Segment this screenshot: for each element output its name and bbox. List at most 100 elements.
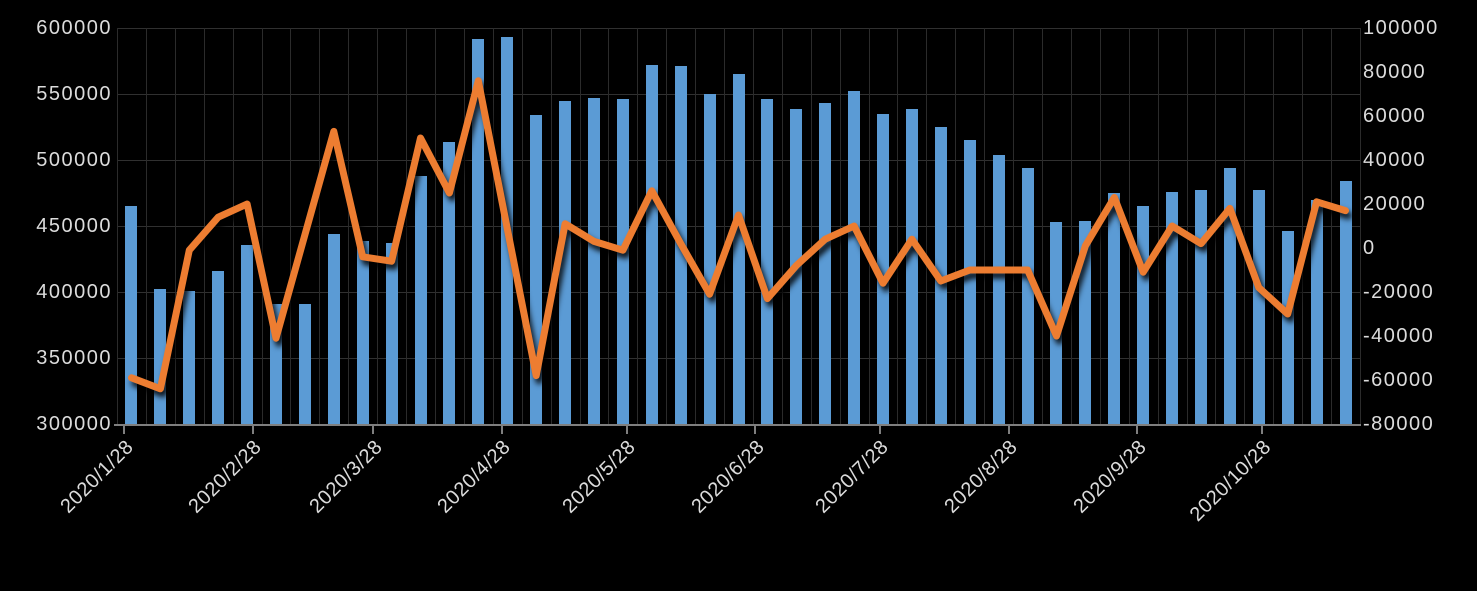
y-axis-label-left: 450000 [36,215,112,237]
bar [616,99,629,424]
v-gridline [1302,28,1304,424]
bar [848,91,861,424]
v-gridline [406,28,408,424]
bar [1079,220,1092,424]
bar [877,113,890,424]
bar [587,98,600,424]
y-axis-label-right: -80000 [1363,413,1435,435]
h-gridline [117,28,1360,29]
bar [241,244,254,424]
x-axis-tick [1261,424,1263,434]
bar [761,99,774,424]
v-gridline [752,28,754,424]
v-gridline [1186,28,1188,424]
x-axis-tick [878,424,881,434]
bar [1166,191,1179,424]
v-gridline [1157,28,1159,424]
v-gridline [1042,28,1044,424]
bar [1223,167,1236,424]
bar [356,240,369,424]
v-gridline [521,28,523,424]
v-gridline [319,28,321,424]
v-gridline [695,28,697,424]
v-gridline [810,28,812,424]
plot-area [117,28,1361,425]
bar [1281,231,1294,424]
v-gridline [897,28,899,424]
bar [125,206,138,424]
bar [732,74,745,424]
v-gridline [348,28,350,424]
x-axis-label: 2020/1/28 [55,436,138,518]
v-gridline [492,28,494,424]
y-axis-label-right: 100000 [1363,17,1439,39]
x-axis-label: 2020/10/28 [1185,436,1276,526]
y-axis-label-right: 60000 [1363,105,1427,127]
y-axis-label-right: -60000 [1363,369,1435,391]
v-gridline [290,28,292,424]
bar [298,303,311,424]
v-gridline [434,28,436,424]
x-axis-tick [500,424,503,434]
bar [472,38,485,424]
bar [703,94,716,424]
x-axis-label: 2020/4/28 [433,436,516,518]
x-axis-tick [1136,424,1139,434]
v-gridline [724,28,726,424]
v-gridline [1070,28,1072,424]
bar [443,141,456,424]
bar [559,100,572,424]
bar [1050,222,1063,424]
v-gridline [261,28,263,424]
y-axis-label-right: -40000 [1363,325,1435,347]
v-gridline [926,28,928,424]
x-axis-tick [754,424,757,434]
v-gridline [608,28,610,424]
v-gridline [1013,28,1015,424]
y-axis-label-right: 20000 [1363,193,1427,215]
bar [183,290,196,424]
v-gridline [145,28,147,424]
bar [645,65,658,424]
v-gridline [203,28,205,424]
v-gridline [984,28,986,424]
v-gridline [839,28,841,424]
y-axis-label-right: 0 [1363,237,1376,259]
v-gridline [1128,28,1130,424]
bar [385,243,398,424]
y-axis-label-left: 400000 [36,281,112,303]
y-axis-label-right: 40000 [1363,149,1427,171]
v-gridline [579,28,581,424]
x-axis-label: 2020/5/28 [558,436,641,518]
y-axis-label-left: 500000 [36,149,112,171]
v-gridline [117,28,118,424]
bar [1310,199,1323,424]
bar [1108,193,1121,424]
x-axis-label: 2020/3/28 [305,436,387,518]
v-gridline [1331,28,1333,424]
v-gridline [1360,28,1361,424]
v-gridline [781,28,783,424]
y-axis-label-left: 350000 [36,347,112,369]
v-gridline [1273,28,1275,424]
v-gridline [1244,28,1246,424]
y-axis-label-right: -20000 [1363,281,1435,303]
bar [1195,190,1207,424]
x-axis-label: 2020/6/28 [687,436,769,518]
x-axis-label: 2020/8/28 [940,436,1023,518]
v-gridline [550,28,552,424]
bar [1252,190,1265,424]
y-axis-label-left: 550000 [36,83,112,105]
v-gridline [232,28,234,424]
v-gridline [666,28,668,424]
x-axis-label: 2020/2/28 [184,436,267,518]
x-axis-label: 2020/9/28 [1069,436,1151,518]
x-axis-tick [123,424,125,434]
line-series [128,77,1349,393]
x-axis-tick [372,424,375,434]
bar [1021,167,1034,424]
bar [212,270,225,424]
v-gridline [955,28,957,424]
y-axis-label-right: 80000 [1363,61,1427,83]
